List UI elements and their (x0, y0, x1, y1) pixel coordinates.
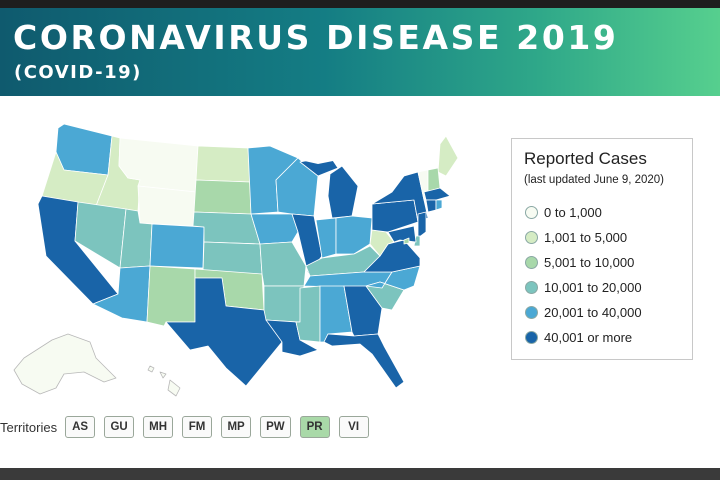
legend-item: 40,001 or more (525, 328, 632, 346)
territory-button-mp[interactable]: MP (221, 416, 252, 438)
state-ME[interactable] (437, 135, 459, 177)
legend-label: 0 to 1,000 (544, 204, 602, 220)
legend-swatch (525, 205, 538, 219)
state-KS[interactable] (202, 241, 263, 275)
state-MS[interactable] (295, 285, 321, 343)
territory-button-vi[interactable]: VI (338, 416, 369, 438)
legend-label: 1,001 to 5,000 (544, 229, 628, 245)
state-CO[interactable] (149, 223, 205, 269)
map-panel: Reported Cases (last updated June 9, 202… (0, 96, 720, 468)
legend-label: 10,001 to 20,000 (544, 279, 642, 295)
state-DC[interactable] (403, 237, 410, 245)
legend-box: Reported Cases (last updated June 9, 202… (511, 138, 693, 360)
state-SD[interactable] (193, 179, 252, 215)
territory-button-as[interactable]: AS (65, 416, 96, 438)
lake-superior (300, 154, 338, 164)
territory-button-pr[interactable]: PR (299, 416, 330, 438)
territory-button-mh[interactable]: MH (143, 416, 174, 438)
legend-swatch (525, 330, 538, 344)
legend-swatch (525, 280, 538, 294)
state-MO[interactable] (259, 241, 307, 287)
territory-button-fm[interactable]: FM (182, 416, 213, 438)
state-TX[interactable] (165, 277, 283, 387)
legend-subtitle: (last updated June 9, 2020) (524, 174, 665, 186)
territory-button-pw[interactable]: PW (260, 416, 291, 438)
territories-label: Territories (0, 419, 58, 435)
legend-item: 0 to 1,000 (525, 203, 602, 221)
lake-michigan (318, 176, 326, 214)
bottom-edge-bar (0, 468, 720, 480)
great-lakes (300, 154, 338, 214)
legend-title: Reported Cases (524, 149, 647, 168)
legend-item: 20,001 to 40,000 (525, 303, 642, 321)
page-subtitle: (COVID-19) (14, 62, 142, 83)
legend-label: 20,001 to 40,000 (544, 304, 642, 320)
legend-label: 5,001 to 10,000 (544, 254, 635, 270)
state-NJ[interactable] (417, 211, 427, 239)
state-AR[interactable] (263, 285, 305, 323)
state-WY[interactable] (137, 185, 197, 227)
legend-item: 10,001 to 20,000 (525, 278, 642, 296)
page-title: CORONAVIRUS DISEASE 2019 (13, 18, 619, 57)
state-MA[interactable] (423, 187, 451, 201)
legend-swatch (525, 255, 538, 269)
legend-swatch (525, 230, 538, 244)
state-IA[interactable] (250, 213, 299, 245)
state-HI[interactable] (147, 365, 181, 397)
territories-bar: Territories AS GU MH FM MP PW PR VI (0, 414, 378, 440)
top-edge-bar (0, 0, 720, 8)
state-WA[interactable] (55, 123, 113, 176)
state-NM[interactable] (146, 265, 196, 327)
legend-item: 1,001 to 5,000 (525, 228, 627, 246)
state-FL[interactable] (323, 333, 405, 389)
state-CT[interactable] (425, 199, 437, 213)
legend-swatch (525, 305, 538, 319)
territory-button-gu[interactable]: GU (104, 416, 135, 438)
state-ND[interactable] (195, 145, 251, 183)
header-banner: CORONAVIRUS DISEASE 2019 (COVID-19) (0, 8, 720, 96)
state-RI[interactable] (435, 199, 443, 211)
legend-item: 5,001 to 10,000 (525, 253, 634, 271)
state-AK[interactable] (13, 333, 117, 395)
legend-label: 40,001 or more (544, 329, 633, 345)
us-map (13, 123, 459, 397)
